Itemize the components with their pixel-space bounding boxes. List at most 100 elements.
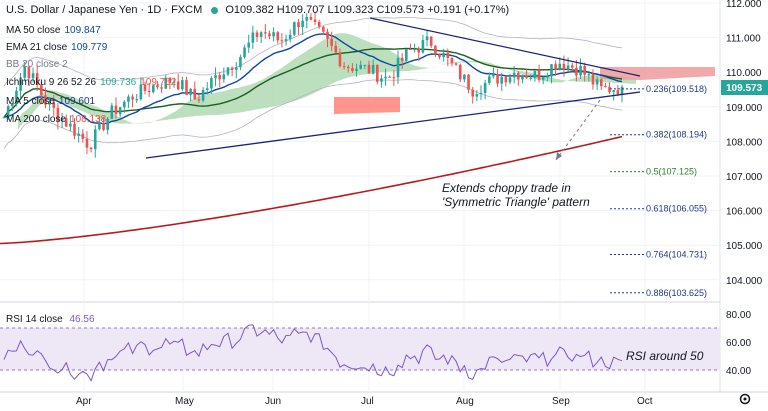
- candle-body: [463, 74, 466, 80]
- indicator-label: Ichimoku 9 26 52 26: [6, 77, 97, 88]
- candle-body: [417, 49, 421, 53]
- candle-body: [10, 102, 14, 107]
- pattern-note-line1: Extends choppy trade in: [442, 181, 571, 195]
- candle-body: [467, 74, 470, 90]
- candle-body: [541, 76, 545, 80]
- candle-body: [496, 74, 499, 84]
- indicator-ichimoku[interactable]: Ichimoku 9 26 52 26 109.736 109.762: [6, 77, 176, 88]
- candle-body: [15, 90, 18, 103]
- indicator-label: MA 200 close: [6, 114, 67, 125]
- candle-body: [392, 77, 396, 79]
- candle-body: [176, 81, 180, 90]
- price-tick-label: 112.000: [726, 0, 762, 10]
- candle-body: [210, 78, 213, 89]
- candle-body: [251, 32, 255, 43]
- candle-body: [69, 123, 72, 127]
- indicator-value-2: 109.762: [140, 77, 177, 88]
- candle-body: [60, 118, 64, 121]
- candle-body: [446, 53, 450, 58]
- candle-body: [135, 99, 139, 101]
- candle-body: [517, 72, 520, 80]
- candle-body: [106, 118, 109, 130]
- indicator-value: 109.601: [58, 96, 96, 107]
- candle-body: [371, 64, 375, 74]
- ohlc-values: O109.382 H109.707 L109.323 C109.573 +0.1…: [225, 4, 510, 16]
- candle-body: [384, 76, 387, 79]
- candle-body: [268, 33, 271, 37]
- bollinger-bands: [3, 17, 623, 149]
- candle-body: [351, 68, 354, 71]
- indicator-ma50[interactable]: MA 50 close 109.847: [6, 25, 101, 36]
- rsi-note: RSI around 50: [626, 349, 704, 363]
- candle-body: [483, 82, 487, 93]
- candle-body: [508, 77, 512, 83]
- fib-label: 0.618(106.055): [646, 204, 707, 214]
- candle-body: [492, 74, 495, 77]
- candle-body: [239, 57, 242, 68]
- candle-body: [438, 54, 441, 58]
- candle-body: [355, 68, 358, 71]
- candle-body: [442, 53, 445, 58]
- candle-body: [259, 32, 263, 37]
- indicator-ma5[interactable]: MA 5 close 109.601: [6, 96, 95, 107]
- rsi-tick-label: 40.00: [726, 366, 751, 377]
- candle-body: [396, 57, 400, 78]
- candle-body: [48, 101, 51, 105]
- projection-arrow: [555, 99, 601, 161]
- candle-body: [604, 86, 607, 88]
- indicator-bb[interactable]: BB 20 close 2: [6, 59, 68, 70]
- candle-body: [77, 133, 80, 136]
- candle-body: [218, 75, 221, 80]
- candle-body: [334, 45, 338, 53]
- candle-body: [309, 17, 313, 20]
- candle-body: [156, 85, 159, 88]
- symbol-header: U.S. Dollar / Japanese Yen · 1D · FXCM O…: [6, 4, 509, 16]
- candle-body: [110, 105, 114, 119]
- candle-body: [521, 75, 524, 80]
- indicator-value: 108.138: [70, 114, 107, 125]
- candle-body: [185, 80, 188, 95]
- cloud-bear-area: [600, 67, 715, 80]
- candle-body: [81, 133, 85, 139]
- candle-body: [272, 32, 275, 37]
- ma200-line: [0, 135, 623, 245]
- candle-body: [127, 96, 130, 102]
- candle-body: [31, 73, 35, 79]
- candle-body: [409, 48, 412, 50]
- cloud-bear-area: [334, 97, 400, 114]
- indicator-ma200[interactable]: MA 200 close 108.138: [6, 114, 106, 125]
- candle-body: [73, 123, 76, 136]
- rsi-header[interactable]: RSI 14 close 46.56: [6, 314, 95, 325]
- candle-body: [122, 101, 126, 108]
- candlesticks: [2, 11, 624, 158]
- candle-body: [359, 64, 362, 69]
- time-axis: Apr May Jun Jul Aug Sep Oct: [76, 396, 653, 407]
- candle-body: [56, 107, 60, 121]
- settings-gear-icon[interactable]: [739, 393, 751, 405]
- candle-body: [620, 86, 624, 95]
- candle-body: [44, 95, 47, 105]
- candle-body: [380, 78, 383, 82]
- indicator-ema21[interactable]: EMA 21 close 109.779: [6, 42, 107, 53]
- candle-body: [93, 129, 97, 150]
- candle-body: [305, 17, 309, 21]
- candle-body: [504, 76, 508, 83]
- candle-body: [546, 76, 549, 78]
- indicator-value: 109.847: [64, 25, 101, 36]
- candle-body: [201, 89, 205, 101]
- candle-body: [181, 80, 184, 90]
- time-tick-label: Jul: [361, 396, 374, 407]
- ichimoku-cloud: [18, 33, 715, 130]
- candle-body: [500, 76, 504, 84]
- candle-body: [413, 49, 416, 51]
- rsi-tick-label: 60.00: [726, 338, 751, 349]
- rsi-axis: 80.00 60.00 40.00: [726, 310, 751, 377]
- triangle-upper-line: [369, 17, 641, 77]
- candle-body: [533, 70, 537, 78]
- price-tick-label: 108.000: [726, 137, 763, 148]
- indicator-label: MA 50 close: [6, 25, 61, 36]
- fib-label: 0.764(104.731): [646, 250, 707, 260]
- ma50-line: [3, 47, 623, 118]
- candle-body: [425, 36, 429, 41]
